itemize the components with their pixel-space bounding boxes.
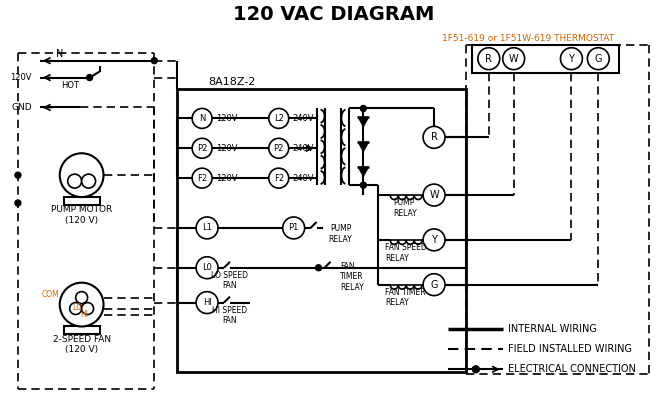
Circle shape bbox=[76, 292, 88, 304]
Text: P2: P2 bbox=[197, 144, 207, 153]
Text: L0: L0 bbox=[202, 263, 212, 272]
Text: GND: GND bbox=[11, 103, 32, 112]
Text: 240V: 240V bbox=[293, 144, 314, 153]
Circle shape bbox=[423, 229, 445, 251]
Polygon shape bbox=[358, 167, 369, 176]
Text: G: G bbox=[430, 279, 438, 290]
Text: PUMP
RELAY: PUMP RELAY bbox=[393, 198, 417, 218]
Text: P1: P1 bbox=[289, 223, 299, 233]
Text: PUMP MOTOR
(120 V): PUMP MOTOR (120 V) bbox=[51, 205, 113, 225]
Circle shape bbox=[196, 217, 218, 239]
Text: 120V: 120V bbox=[216, 173, 238, 183]
Circle shape bbox=[70, 303, 82, 315]
Circle shape bbox=[423, 184, 445, 206]
Text: HI SPEED
FAN: HI SPEED FAN bbox=[212, 306, 247, 325]
Circle shape bbox=[82, 174, 96, 188]
Circle shape bbox=[86, 75, 92, 80]
Text: W: W bbox=[509, 54, 519, 64]
Text: COM: COM bbox=[42, 290, 60, 299]
Circle shape bbox=[192, 109, 212, 128]
Text: R: R bbox=[485, 54, 492, 64]
Circle shape bbox=[192, 138, 212, 158]
Bar bbox=[64, 326, 100, 334]
Text: 120V: 120V bbox=[216, 144, 238, 153]
Text: L0: L0 bbox=[72, 303, 81, 312]
Text: N: N bbox=[199, 114, 205, 123]
Circle shape bbox=[478, 48, 500, 70]
Circle shape bbox=[502, 48, 525, 70]
Text: F2: F2 bbox=[197, 173, 207, 183]
Circle shape bbox=[269, 109, 289, 128]
Text: L1: L1 bbox=[202, 223, 212, 233]
Text: 2-SPEED FAN
(120 V): 2-SPEED FAN (120 V) bbox=[52, 335, 111, 354]
Text: 240V: 240V bbox=[293, 173, 314, 183]
Text: 8A18Z-2: 8A18Z-2 bbox=[208, 77, 256, 87]
Text: FAN SPEED
RELAY: FAN SPEED RELAY bbox=[385, 243, 427, 263]
Circle shape bbox=[423, 127, 445, 148]
Text: 1F51-619 or 1F51W-619 THERMOSTAT: 1F51-619 or 1F51W-619 THERMOSTAT bbox=[442, 34, 614, 43]
Text: FAN TIMER
RELAY: FAN TIMER RELAY bbox=[385, 288, 426, 307]
Text: HOT: HOT bbox=[61, 81, 78, 90]
Text: L2: L2 bbox=[274, 114, 283, 123]
Text: N: N bbox=[56, 49, 64, 59]
Text: 120 VAC DIAGRAM: 120 VAC DIAGRAM bbox=[232, 5, 434, 24]
Circle shape bbox=[283, 217, 305, 239]
Text: 240V: 240V bbox=[293, 114, 314, 123]
Circle shape bbox=[269, 168, 289, 188]
Text: PUMP
RELAY: PUMP RELAY bbox=[328, 224, 352, 243]
Circle shape bbox=[196, 292, 218, 313]
Text: G: G bbox=[594, 54, 602, 64]
Circle shape bbox=[15, 200, 21, 206]
Circle shape bbox=[60, 153, 104, 197]
Text: FIELD INSTALLED WIRING: FIELD INSTALLED WIRING bbox=[508, 344, 632, 354]
Circle shape bbox=[82, 303, 94, 315]
Text: W: W bbox=[429, 190, 439, 200]
Text: F2: F2 bbox=[273, 173, 284, 183]
Text: 120V: 120V bbox=[216, 114, 238, 123]
Circle shape bbox=[423, 274, 445, 296]
Text: R: R bbox=[431, 132, 438, 142]
Bar bbox=[64, 197, 100, 205]
Circle shape bbox=[60, 283, 104, 326]
Circle shape bbox=[68, 174, 82, 188]
Circle shape bbox=[196, 257, 218, 279]
Bar bbox=[177, 88, 466, 372]
Polygon shape bbox=[358, 142, 369, 151]
Text: 120V: 120V bbox=[10, 73, 32, 82]
Text: Y: Y bbox=[568, 54, 574, 64]
Circle shape bbox=[472, 366, 479, 373]
Text: ELECTRICAL CONNECTION: ELECTRICAL CONNECTION bbox=[508, 364, 636, 374]
Text: HI: HI bbox=[80, 310, 88, 319]
Circle shape bbox=[360, 106, 366, 111]
Circle shape bbox=[151, 58, 157, 64]
Text: HI: HI bbox=[202, 298, 212, 307]
Circle shape bbox=[192, 168, 212, 188]
Bar bbox=[472, 45, 619, 72]
Circle shape bbox=[316, 265, 322, 271]
Circle shape bbox=[269, 138, 289, 158]
Polygon shape bbox=[358, 117, 369, 127]
Text: FAN
TIMER
RELAY: FAN TIMER RELAY bbox=[340, 262, 364, 292]
Text: Y: Y bbox=[431, 235, 437, 245]
Text: P2: P2 bbox=[273, 144, 284, 153]
Circle shape bbox=[15, 172, 21, 178]
Circle shape bbox=[588, 48, 609, 70]
Circle shape bbox=[360, 182, 366, 188]
Circle shape bbox=[561, 48, 582, 70]
Text: INTERNAL WIRING: INTERNAL WIRING bbox=[508, 324, 596, 334]
Text: LO SPEED
FAN: LO SPEED FAN bbox=[212, 271, 249, 290]
